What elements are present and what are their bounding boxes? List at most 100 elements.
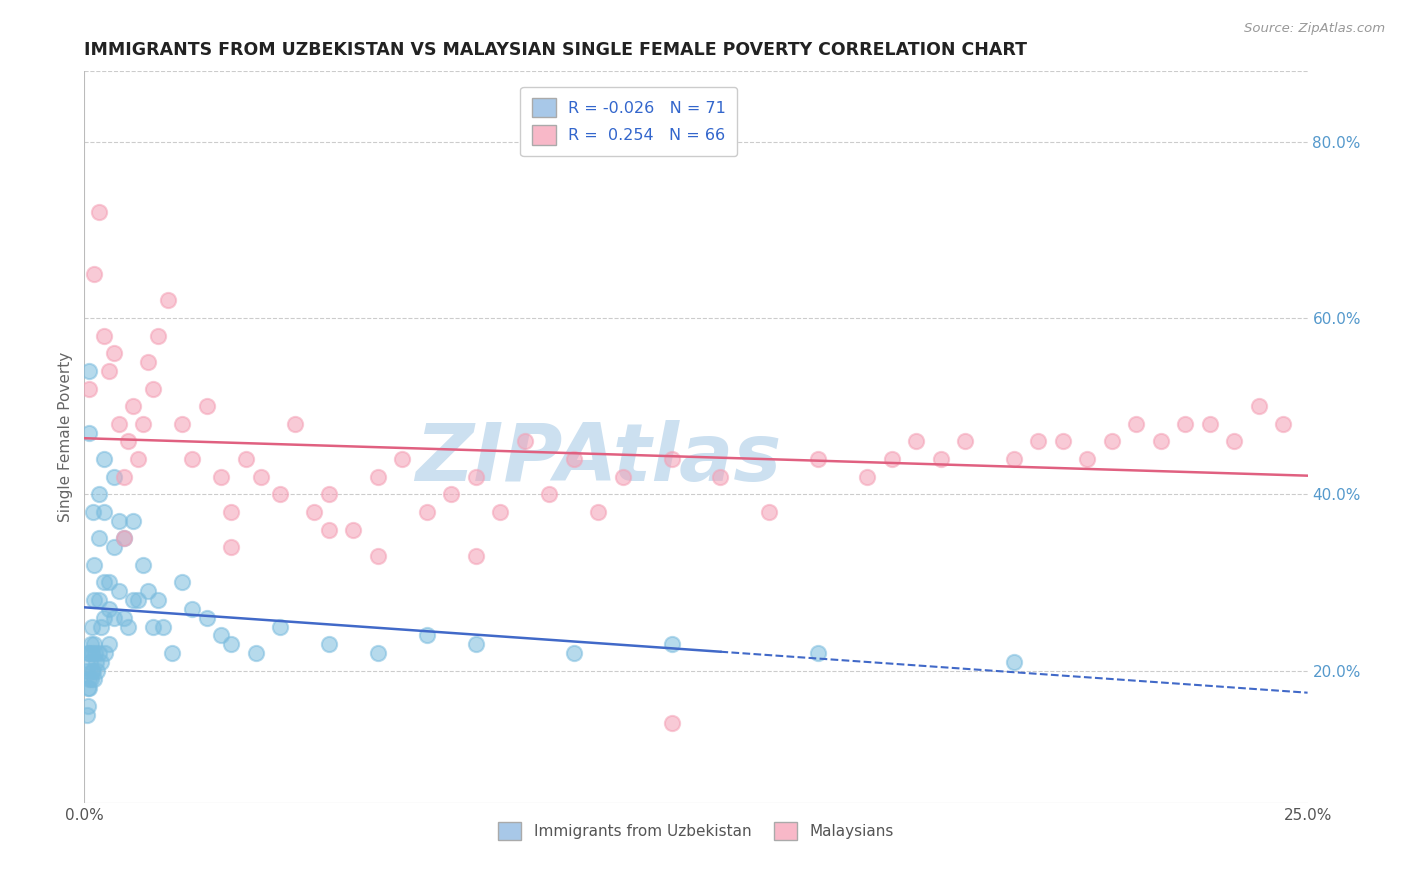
- Point: [538, 487, 561, 501]
- Point: [284, 417, 307, 431]
- Point: [117, 434, 139, 449]
- Point: [318, 523, 340, 537]
- Point: [612, 469, 634, 483]
- Point: [87, 646, 110, 660]
- Point: [80, 664, 103, 678]
- Point: [391, 452, 413, 467]
- Point: [93, 452, 115, 467]
- Legend: Immigrants from Uzbekistan, Malaysians: Immigrants from Uzbekistan, Malaysians: [492, 815, 900, 847]
- Point: [87, 593, 110, 607]
- Point: [807, 646, 830, 660]
- Point: [103, 346, 125, 360]
- Point: [1150, 434, 1173, 449]
- Point: [464, 469, 486, 483]
- Point: [127, 452, 149, 467]
- Point: [80, 619, 103, 633]
- Point: [93, 328, 115, 343]
- Point: [79, 655, 101, 669]
- Point: [905, 434, 928, 449]
- Point: [195, 399, 218, 413]
- Point: [209, 469, 232, 483]
- Point: [416, 505, 439, 519]
- Point: [1125, 417, 1147, 431]
- Point: [76, 681, 98, 696]
- Point: [76, 707, 98, 722]
- Point: [107, 417, 129, 431]
- Point: [77, 646, 100, 660]
- Point: [367, 646, 389, 660]
- Point: [84, 646, 107, 660]
- Point: [181, 602, 204, 616]
- Point: [489, 505, 512, 519]
- Point: [235, 452, 257, 467]
- Point: [83, 593, 105, 607]
- Point: [1101, 434, 1123, 449]
- Point: [122, 399, 145, 413]
- Point: [249, 469, 271, 483]
- Point: [87, 205, 110, 219]
- Point: [136, 584, 159, 599]
- Point: [77, 364, 100, 378]
- Point: [195, 611, 218, 625]
- Point: [83, 673, 105, 687]
- Point: [661, 716, 683, 731]
- Point: [142, 382, 165, 396]
- Point: [82, 646, 104, 660]
- Point: [1002, 655, 1025, 669]
- Point: [464, 637, 486, 651]
- Point: [86, 664, 108, 678]
- Point: [97, 364, 120, 378]
- Point: [209, 628, 232, 642]
- Point: [77, 698, 100, 713]
- Point: [132, 417, 155, 431]
- Point: [90, 619, 112, 633]
- Point: [661, 452, 683, 467]
- Point: [367, 469, 389, 483]
- Point: [107, 584, 129, 599]
- Point: [245, 646, 267, 660]
- Point: [112, 469, 135, 483]
- Point: [162, 646, 184, 660]
- Point: [80, 673, 103, 687]
- Point: [77, 425, 100, 440]
- Point: [97, 575, 120, 590]
- Point: [82, 664, 104, 678]
- Text: IMMIGRANTS FROM UZBEKISTAN VS MALAYSIAN SINGLE FEMALE POVERTY CORRELATION CHART: IMMIGRANTS FROM UZBEKISTAN VS MALAYSIAN …: [84, 41, 1028, 59]
- Point: [416, 628, 439, 642]
- Point: [219, 505, 242, 519]
- Point: [562, 646, 585, 660]
- Point: [84, 655, 107, 669]
- Point: [87, 487, 110, 501]
- Point: [112, 532, 135, 546]
- Point: [1174, 417, 1197, 431]
- Point: [77, 673, 100, 687]
- Text: ZIPAtlas: ZIPAtlas: [415, 420, 782, 498]
- Point: [758, 505, 780, 519]
- Point: [93, 611, 115, 625]
- Point: [880, 452, 903, 467]
- Point: [152, 619, 174, 633]
- Point: [83, 637, 105, 651]
- Point: [856, 469, 879, 483]
- Point: [1247, 399, 1270, 413]
- Point: [1076, 452, 1098, 467]
- Point: [513, 434, 536, 449]
- Point: [219, 637, 242, 651]
- Point: [953, 434, 976, 449]
- Point: [146, 328, 169, 343]
- Point: [94, 646, 117, 660]
- Point: [83, 558, 105, 572]
- Point: [269, 619, 291, 633]
- Point: [807, 452, 830, 467]
- Point: [97, 637, 120, 651]
- Point: [112, 532, 135, 546]
- Point: [709, 469, 731, 483]
- Point: [156, 293, 179, 308]
- Point: [172, 575, 194, 590]
- Point: [97, 602, 120, 616]
- Point: [586, 505, 609, 519]
- Point: [107, 514, 129, 528]
- Point: [89, 655, 111, 669]
- Y-axis label: Single Female Poverty: Single Female Poverty: [58, 352, 73, 522]
- Point: [83, 267, 105, 281]
